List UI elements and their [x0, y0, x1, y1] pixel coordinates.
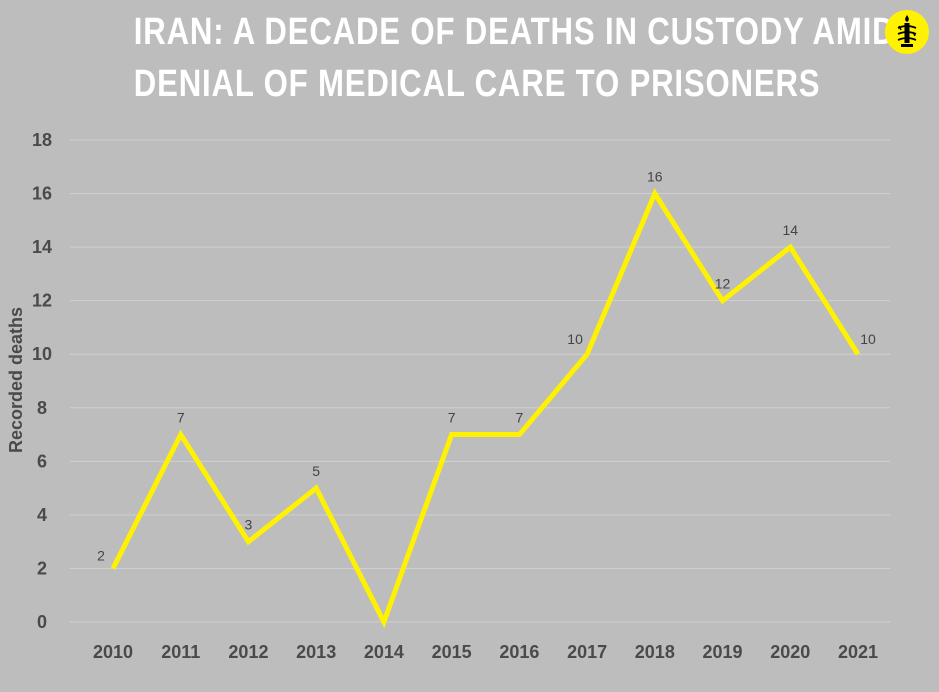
data-label-2010: 2 [97, 547, 105, 563]
data-label-2021: 10 [860, 331, 876, 347]
x-tick-label-2010: 2010 [93, 642, 133, 662]
x-tick-label-2011: 2011 [161, 642, 200, 662]
data-label-2019: 12 [715, 276, 731, 292]
data-label-2018: 16 [647, 169, 663, 185]
chart-title: IRAN: A DECADE OF DEATHS IN CUSTODY AMID… [60, 6, 896, 110]
x-tick-label-2015: 2015 [432, 642, 472, 662]
x-tick-labels: 2010 2011 2012 2013 2014 2015 2016 2017 2018 2019… [93, 642, 878, 662]
y-tick-label-2: 2 [37, 558, 47, 578]
series-line-0 [110, 188, 861, 629]
x-tick-label-2020: 2020 [770, 642, 810, 662]
data-label-2017: 10 [567, 331, 583, 347]
y-tick-label-0: 0 [37, 612, 47, 632]
y-tick-label-18: 18 [32, 130, 52, 150]
x-tick-label-2019: 2019 [703, 642, 743, 662]
series-line-layer [110, 188, 861, 629]
amnesty-logo-icon [885, 10, 929, 54]
y-tick-label-8: 8 [37, 398, 47, 418]
x-tick-label-2012: 2012 [228, 642, 268, 662]
title-line-1: IRAN: A DECADE OF DEATHS IN CUSTODY AMID [133, 11, 896, 53]
grid-lines [70, 139, 890, 623]
data-label-2016: 7 [515, 410, 523, 426]
data-label-2020: 14 [782, 222, 798, 238]
y-tick-label-14: 14 [32, 237, 52, 257]
y-tick-label-12: 12 [32, 291, 52, 311]
y-tick-label-10: 10 [32, 344, 52, 364]
x-tick-label-2021: 2021 [838, 642, 878, 662]
y-tick-label-6: 6 [37, 451, 47, 471]
x-tick-label-2016: 2016 [499, 642, 539, 662]
data-label-2012: 3 [245, 517, 253, 533]
y-axis-label: Recorded deaths [6, 307, 26, 453]
data-label-2011: 7 [177, 410, 185, 426]
data-label-2013: 5 [312, 463, 320, 479]
y-tick-label-4: 4 [37, 505, 47, 525]
x-tick-label-2017: 2017 [567, 642, 607, 662]
x-tick-label-2014: 2014 [364, 642, 404, 662]
title-line-2: DENIAL OF MEDICAL CARE TO PRISONERS [133, 63, 821, 105]
y-tick-label-16: 16 [32, 184, 52, 204]
data-label-2015: 7 [448, 410, 456, 426]
y-tick-labels: 0 2 4 6 8 10 12 14 16 18 [32, 130, 52, 632]
data-labels: 2 7 3 5 7 7 10 16 12 14 10 [97, 169, 876, 564]
x-tick-label-2013: 2013 [296, 642, 336, 662]
x-tick-label-2018: 2018 [635, 642, 675, 662]
